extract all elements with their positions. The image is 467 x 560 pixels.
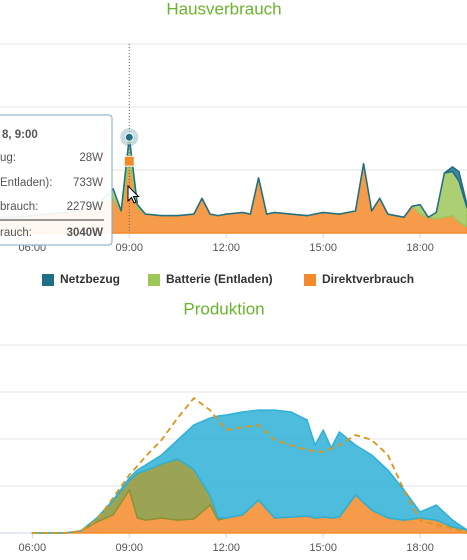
chart-title: Hausverbrauch [166, 0, 281, 18]
tooltip-title: 8, 9:00 [2, 129, 38, 141]
tooltip-value: 733W [73, 177, 103, 189]
tooltip-label: brauch: [0, 201, 38, 213]
tooltip-box [0, 114, 113, 246]
tooltip-label: Entladen): [0, 177, 52, 189]
chart-title: Produktion [183, 299, 264, 318]
x-tick-label: 15:00 [309, 242, 337, 254]
tooltip-value: 3040W [67, 227, 104, 239]
x-tick-label: 12:00 [212, 542, 240, 554]
tooltip-value: 28W [79, 152, 103, 164]
legend-label: Batterie (Entladen) [166, 272, 273, 286]
legend-swatch [148, 274, 160, 286]
x-tick-label: 06:00 [19, 542, 47, 554]
area [0, 136, 467, 218]
tooltip-value: 2279W [67, 201, 104, 213]
x-tick-label: 09:00 [116, 542, 144, 554]
x-tick-label: 18:00 [406, 242, 434, 254]
x-tick-label: 15:00 [309, 542, 337, 554]
x-tick-label: 18:00 [406, 542, 434, 554]
legend-label: Netzbezug [60, 272, 120, 286]
hover-marker [124, 132, 134, 142]
tooltip-label: rauch: [0, 227, 32, 239]
legend-label: Direktverbrauch [322, 272, 414, 286]
legend-swatch [304, 274, 316, 286]
cursor [127, 184, 140, 204]
x-tick-label: 09:00 [116, 242, 144, 254]
area [31, 409, 467, 534]
forecast-line [32, 396, 467, 534]
x-tick-label: 12:00 [212, 242, 240, 254]
hover-marker [123, 155, 135, 167]
legend-swatch [42, 274, 54, 286]
tooltip-label: ug: [0, 152, 16, 164]
